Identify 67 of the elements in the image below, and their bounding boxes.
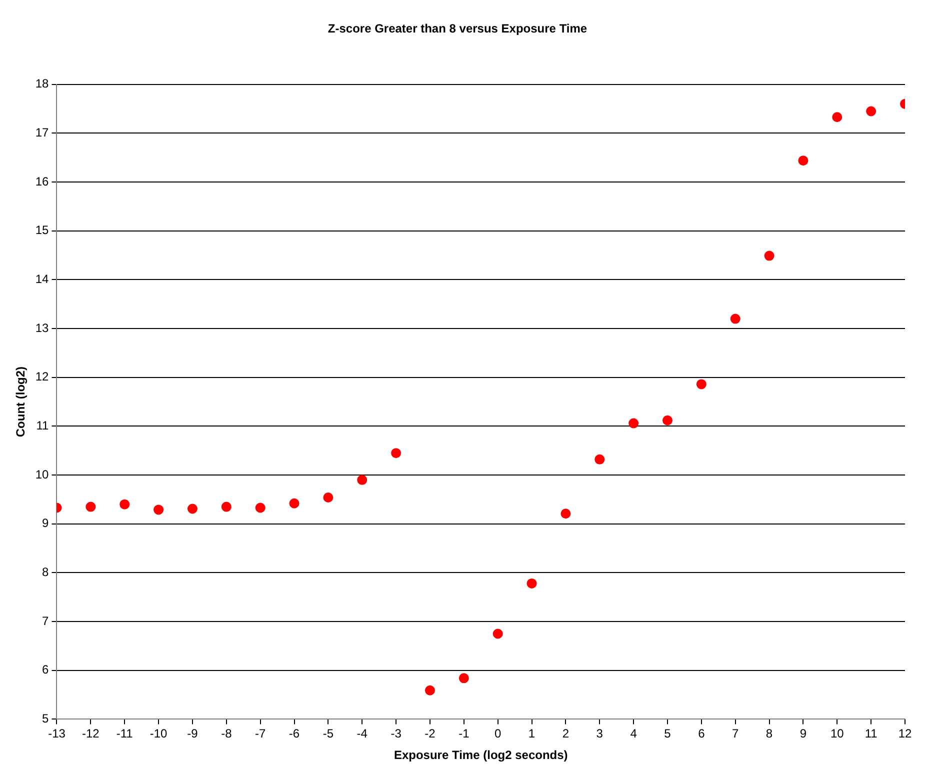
point (424, 685, 435, 696)
x-tick-label: 11 (864, 726, 878, 741)
x-tick-label: -1 (458, 726, 470, 741)
x-tick-label: -11 (116, 726, 134, 741)
x-tick-label: 3 (596, 726, 604, 741)
x-tick-label: -7 (254, 726, 266, 741)
y-tick-label: 14 (35, 272, 50, 286)
y-tick-label: 9 (42, 516, 50, 530)
x-tick-label: 2 (562, 726, 570, 741)
point (594, 454, 605, 464)
point (255, 502, 266, 513)
y-tick-label: 10 (35, 467, 50, 482)
y-tick-label: 13 (35, 320, 50, 335)
x-tick-label: -9 (187, 726, 198, 741)
y-tick-label: 15 (35, 223, 50, 238)
x-tick-label: 8 (766, 726, 773, 741)
x-tick-label: -4 (356, 726, 368, 741)
x-tick-label: -3 (390, 726, 402, 741)
x-tick-label: -8 (221, 726, 232, 741)
chart-title: Z-score Greater than 8 versus Exposure Time (328, 22, 588, 36)
point (526, 578, 537, 588)
point (391, 448, 402, 458)
y-tick-label: 6 (42, 662, 50, 677)
x-tick-label: 7 (732, 726, 740, 741)
point (120, 499, 130, 510)
x-tick-label: 10 (830, 726, 844, 741)
y-axis-title: Count (log2) (14, 366, 28, 438)
point (458, 673, 469, 684)
x-tick-label: 1 (528, 726, 536, 741)
x-tick-label: 4 (630, 726, 638, 741)
x-tick-label: 6 (698, 726, 706, 741)
x-tick-label: 12 (898, 726, 912, 741)
point (696, 379, 706, 390)
point (357, 474, 368, 485)
point (492, 628, 503, 639)
y-tick-label: 16 (35, 174, 50, 188)
point (832, 112, 842, 122)
point (323, 492, 334, 503)
x-tick-label: 5 (664, 726, 672, 741)
point (221, 502, 232, 512)
point (628, 418, 639, 428)
point (289, 498, 300, 508)
x-tick-label: -6 (288, 726, 300, 741)
x-tick-label: -12 (82, 726, 100, 741)
y-tick-label: 12 (35, 370, 50, 384)
x-tick-label: 0 (494, 726, 502, 741)
y-tick-label: 18 (35, 76, 50, 91)
point (866, 106, 876, 116)
point (662, 415, 672, 426)
x-tick-label: -13 (48, 726, 66, 741)
point (154, 504, 164, 515)
y-tick-label: 7 (42, 614, 50, 628)
y-tick-label: 17 (35, 126, 50, 140)
point (560, 508, 571, 519)
x-tick-label: 9 (800, 726, 807, 741)
y-tick-label: 8 (42, 565, 50, 580)
point (730, 314, 740, 324)
point (86, 502, 96, 512)
y-tick-label: 5 (42, 712, 50, 726)
point (187, 504, 198, 514)
x-tick-label: -10 (150, 726, 168, 741)
y-tick-label: 11 (36, 418, 50, 433)
x-tick-label: -5 (322, 726, 334, 741)
x-axis-title: Exposure Time (log2 seconds) (394, 748, 568, 762)
point (764, 250, 774, 261)
point (798, 156, 808, 166)
x-tick-label: -2 (424, 726, 436, 741)
